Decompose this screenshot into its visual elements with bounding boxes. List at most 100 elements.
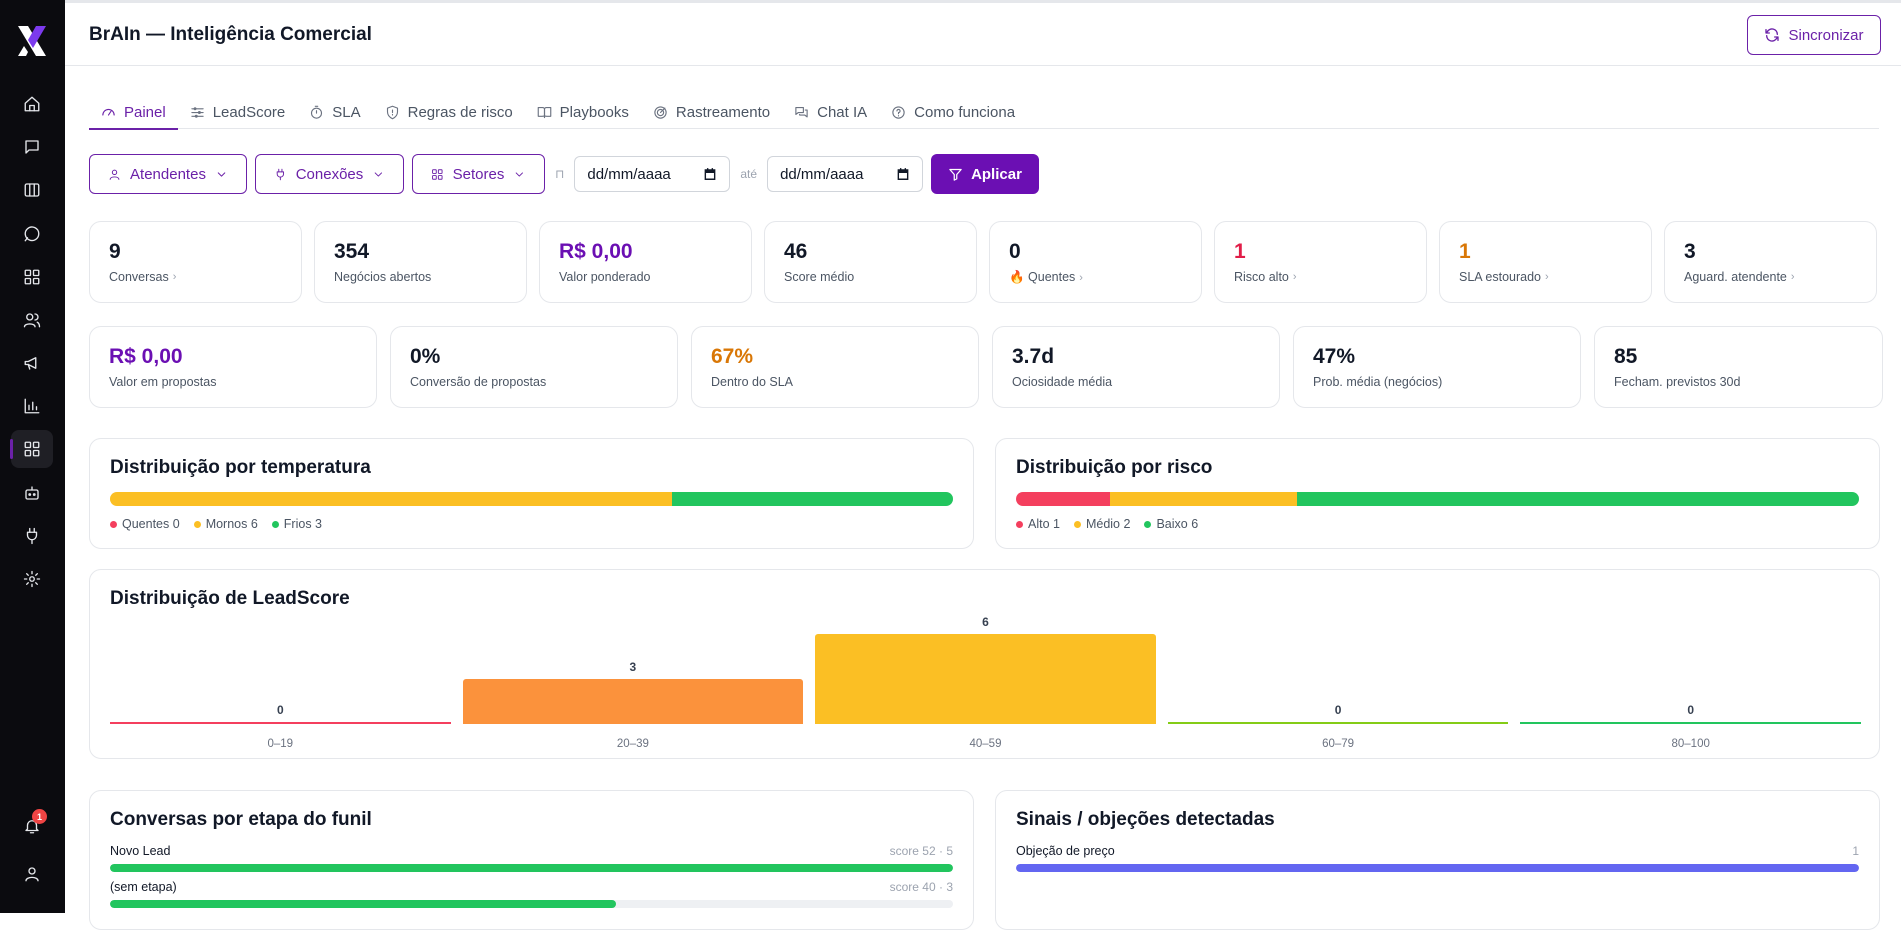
leadscore-category-label: 80–100 — [1671, 738, 1710, 750]
message-square-icon[interactable] — [19, 134, 45, 160]
kpi-card[interactable]: 1 SLA estourado › — [1439, 221, 1652, 303]
brand-logo[interactable] — [14, 24, 50, 58]
settings-icon[interactable] — [19, 566, 45, 592]
kpi-label-text: Prob. média (negócios) — [1313, 375, 1443, 390]
top-bar: BrAIn — Inteligência Comercial Sincroniz… — [65, 0, 1901, 66]
filter-icon — [949, 168, 962, 181]
kpi-label-text: Risco alto — [1234, 270, 1289, 285]
date-to-input[interactable]: dd/mm/aaaa — [767, 156, 924, 192]
tab-bar: Painel LeadScore SLA Regras de risco Pla… — [89, 95, 1879, 130]
leadscore-card: Distribuição de LeadScore 0 0–19 3 20–39 6 40… — [89, 569, 1880, 759]
tab-leadscore[interactable]: LeadScore — [178, 95, 298, 129]
date-from-input[interactable]: dd/mm/aaaa — [574, 156, 731, 192]
kpi-label-text: Conversas — [109, 270, 169, 285]
tab-sla[interactable]: SLA — [297, 95, 372, 129]
leadscore-bar-value: 0 — [1687, 703, 1695, 717]
funnel-row-meta: score 40 · 3 — [889, 880, 953, 894]
kpi-label: Aguard. atendente › — [1684, 270, 1857, 284]
kpi-value: 47% — [1313, 345, 1356, 368]
risk-legend: Alto 1 Médio 2 Baixo 6 — [1016, 517, 1198, 531]
kpi-label-text: Valor em propostas — [109, 375, 217, 390]
funnel-row-meta: score 52 · 5 — [889, 844, 953, 858]
leadscore-bar — [1520, 722, 1861, 724]
legend-dot — [1073, 520, 1081, 528]
funnel-row: (sem etapa) score 40 · 3 — [110, 880, 953, 908]
kpi-label: Ociosidade média — [1012, 375, 1260, 389]
kpi-value: 46 — [784, 240, 808, 263]
tab-label: Playbooks — [559, 103, 629, 121]
tab-regras-de-risco[interactable]: Regras de risco — [373, 95, 525, 129]
legend-item: Frios 3 — [271, 517, 322, 531]
apply-button[interactable]: Aplicar — [931, 154, 1039, 194]
kpi-card[interactable]: 0 🔥 Quentes › — [989, 221, 1202, 303]
temperature-segment — [671, 492, 953, 506]
kpi-card: R$ 0,00 Valor em propostas — [89, 326, 377, 408]
kanban-icon[interactable] — [19, 177, 45, 203]
sectors-dropdown[interactable]: Setores — [412, 154, 545, 194]
tab-label: Chat IA — [817, 103, 868, 121]
temperature-segment — [110, 492, 672, 506]
chevron-right-icon: › — [1545, 271, 1549, 284]
chat-bubble-icon[interactable] — [19, 221, 45, 247]
risk-title: Distribuição por risco — [1016, 457, 1213, 478]
funnel-row-track — [110, 900, 953, 908]
kpi-label: Prob. média (negócios) — [1313, 375, 1561, 389]
tab-label: Como funciona — [914, 103, 1016, 121]
gauge-icon — [102, 108, 115, 116]
user-icon[interactable] — [19, 861, 45, 887]
apps-icon[interactable] — [19, 264, 45, 290]
temperature-legend: Quentes 0 Mornos 6 Frios 3 — [110, 517, 322, 531]
plug-icon[interactable] — [19, 523, 45, 549]
tab-chat-ia[interactable]: Chat IA — [782, 95, 879, 129]
risk-segment — [1109, 492, 1297, 506]
bar-chart-icon[interactable] — [19, 393, 45, 419]
calendar-icon[interactable] — [703, 167, 717, 181]
tab-label: SLA — [332, 103, 361, 121]
kpi-label: Negócios abertos — [334, 270, 507, 284]
kpi-card[interactable]: 3 Aguard. atendente › — [1664, 221, 1877, 303]
date-from-separator: ⊓ — [555, 167, 565, 181]
date-to-value: dd/mm/aaaa — [780, 165, 864, 183]
users-icon[interactable] — [19, 307, 45, 333]
legend-item: Médio 2 — [1073, 517, 1130, 531]
signals-row-track — [1016, 864, 1859, 872]
signals-row-meta: 1 — [1852, 844, 1859, 858]
tab-rastreamento[interactable]: Rastreamento — [641, 95, 782, 129]
sync-button[interactable]: Sincronizar — [1747, 15, 1881, 55]
tab-como-funciona[interactable]: Como funciona — [879, 95, 1027, 129]
funnel-row: Novo Lead score 52 · 5 — [110, 844, 953, 872]
kpi-label-text: Fecham. previstos 30d — [1614, 375, 1741, 390]
tab-playbooks[interactable]: Playbooks — [525, 95, 641, 129]
legend-item: Alto 1 — [1016, 517, 1060, 531]
legend-item: Mornos 6 — [193, 517, 258, 531]
leadscore-category-label: 60–79 — [1322, 738, 1355, 750]
legend-dot — [193, 520, 201, 528]
kpi-card[interactable]: 9 Conversas › — [89, 221, 302, 303]
kpi-card[interactable]: 1 Risco alto › — [1214, 221, 1427, 303]
dashboard-icon[interactable] — [10, 430, 53, 468]
shield-icon — [386, 105, 398, 119]
leadscore-category-label: 40–59 — [969, 738, 1002, 750]
tab-painel[interactable]: Painel — [89, 95, 178, 130]
signals-row-fill — [1016, 864, 1859, 872]
signals-row: Objeção de preço 1 — [1016, 844, 1859, 872]
legend-item: Baixo 6 — [1144, 517, 1198, 531]
home-icon[interactable] — [19, 91, 45, 117]
kpi-value: 0 — [1009, 240, 1021, 263]
sync-button-label: Sincronizar — [1788, 26, 1864, 44]
temperature-card: Distribuição por temperatura Quentes 0 Mo… — [89, 438, 974, 549]
attendants-dropdown[interactable]: Atendentes — [89, 154, 247, 194]
signals-row-label: Objeção de preço — [1016, 844, 1115, 858]
bell-icon[interactable]: 1 — [19, 809, 47, 839]
connections-dropdown[interactable]: Conexões — [255, 154, 404, 194]
attendants-label: Atendentes — [130, 165, 206, 183]
megaphone-icon[interactable] — [19, 350, 45, 376]
bot-icon[interactable] — [19, 480, 45, 506]
leadscore-bar-value: 0 — [1334, 703, 1342, 717]
kpi-label-text: Conversão de propostas — [410, 375, 547, 390]
chat-icon — [795, 106, 808, 117]
kpi-card: 47% Prob. média (negócios) — [1293, 326, 1581, 408]
funnel-row-header: Novo Lead score 52 · 5 — [110, 844, 953, 858]
kpi-label-text: Valor ponderado — [559, 270, 651, 285]
calendar-icon[interactable] — [896, 167, 910, 181]
